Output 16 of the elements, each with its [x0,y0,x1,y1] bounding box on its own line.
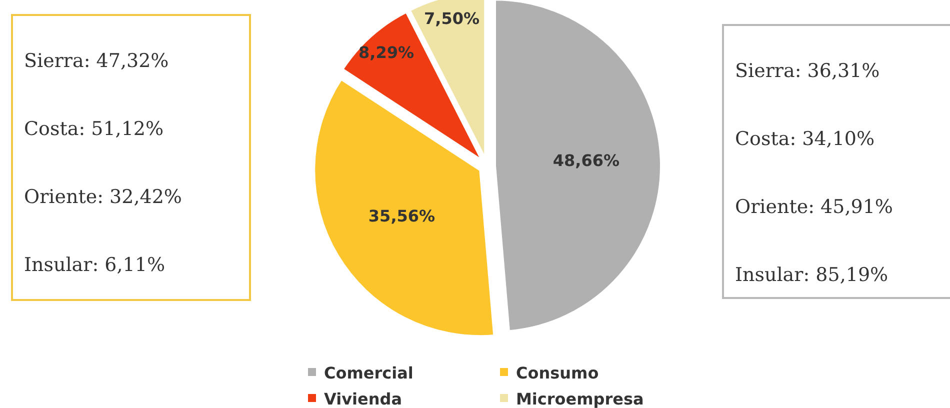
data-label: 48,66% [552,151,620,170]
text: Sierra: 36,31% [735,60,880,82]
text: Oriente: 45,91% [735,196,893,218]
legend-label: Consumo [516,363,599,382]
data-label: 7,50% [424,8,480,28]
text: Sierra: 47,32% [24,50,169,72]
legend-label: Microempresa [516,389,644,408]
text: Oriente: 32,42% [24,186,182,208]
legend-label: Comercial [324,363,414,382]
text: Costa: 34,10% [735,128,875,150]
legend-label: Vivienda [324,389,402,408]
text: Insular: 6,11% [24,254,166,276]
text: Insular: 85,19% [735,264,888,286]
data-label: 8,29% [358,43,414,62]
text: Costa: 51,12% [24,118,164,140]
data-label: 35,56% [368,206,436,226]
